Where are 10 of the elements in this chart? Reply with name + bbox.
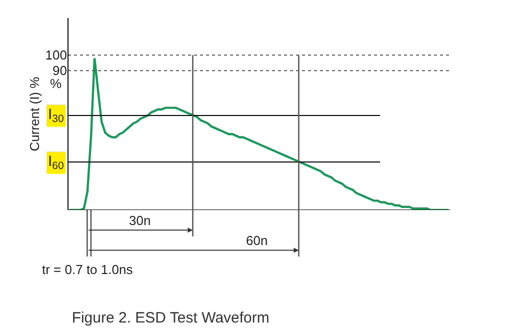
text: Figure 2. ESD Test Waveform [72,309,270,326]
y-tick-label: 90 [52,63,67,78]
y-tick-label: 100 [45,48,67,63]
text: % [50,76,62,91]
text: 60n [246,233,268,248]
text: tr = 0.7 to 1.0ns [42,262,134,277]
ref-line-label: I$_{30}$ [48,106,64,126]
ref-line-label: I$_{60}$ [48,153,64,172]
y-axis-title: Current (I) % [27,76,42,152]
text: 30n [129,213,151,228]
